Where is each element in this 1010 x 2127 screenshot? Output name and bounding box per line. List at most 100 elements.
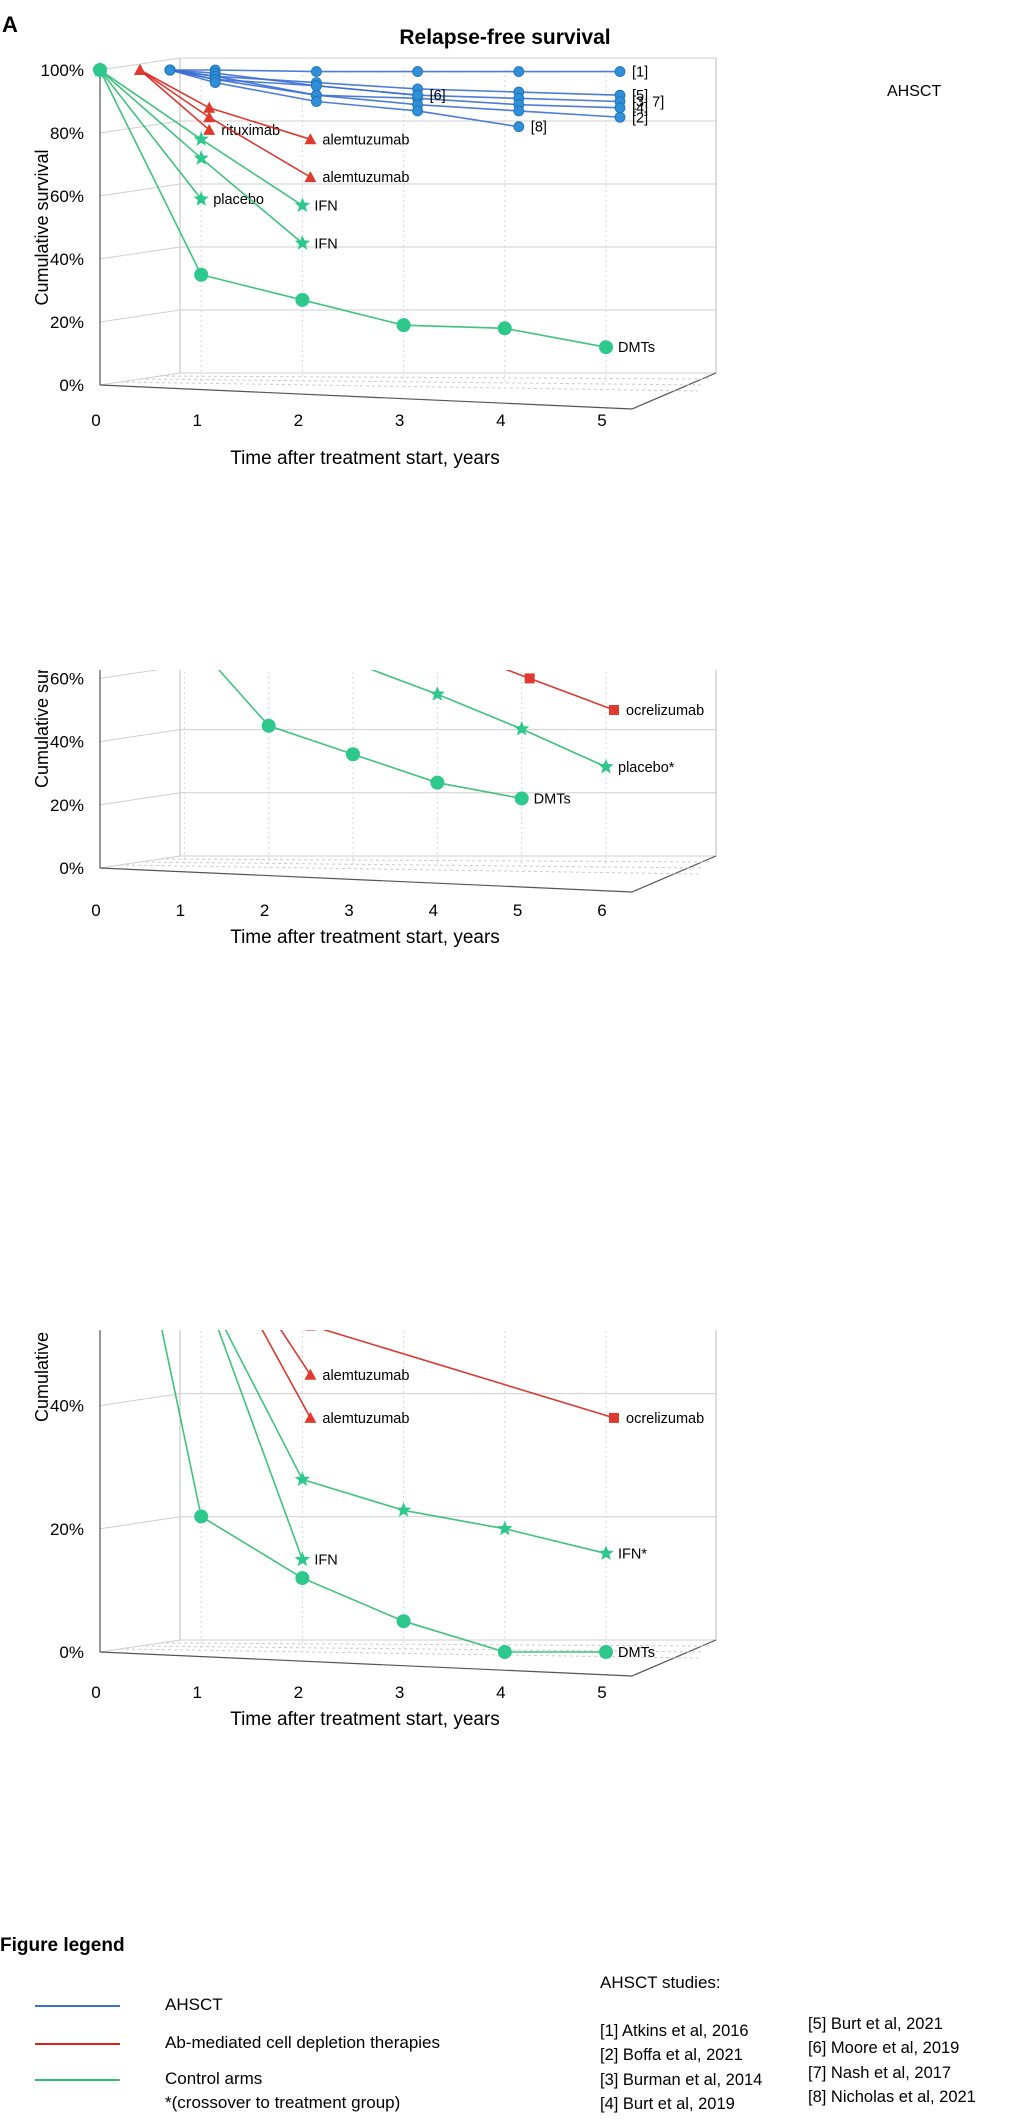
data-point-ahsct: [412, 66, 424, 77]
y-tick-label: 40%: [50, 250, 84, 269]
y-axis-title: Cumulative survival: [32, 1330, 52, 1422]
data-point-dmts: [194, 1509, 209, 1524]
x-tick-label: 3: [395, 411, 404, 430]
series-line-control: [217, 1330, 304, 1560]
study-6: [6] Moore et al, 2019: [808, 2039, 960, 2057]
data-point-control: [294, 197, 310, 212]
y-tick-label: 20%: [50, 1520, 84, 1539]
y-tick-label: 100%: [41, 61, 84, 80]
data-point-control: [429, 686, 445, 701]
series-line-control: [161, 1330, 606, 1653]
data-point-control: [396, 1502, 412, 1517]
floor-gridline: [119, 864, 699, 875]
back-wall: [179, 1330, 717, 1641]
study-1: [1] Atkins et al, 2016: [600, 2022, 749, 2040]
x-axis-title: Time after treatment start, years: [230, 448, 500, 469]
data-point-dmts: [346, 747, 360, 762]
data-point-ahsct: [513, 66, 525, 77]
x-tick-label: 2: [260, 901, 269, 920]
data-point-ahsct: [310, 96, 322, 107]
series-label: [1]: [632, 65, 648, 81]
series-line-control: [217, 670, 522, 800]
x-tick-label: 1: [192, 411, 201, 430]
depth-gridline: [99, 183, 181, 197]
study-5: [5] Burt et al, 2021: [808, 2015, 943, 2033]
study-3: [3] Burman et al, 2014: [600, 2071, 763, 2089]
data-point-antibody: [304, 1368, 317, 1380]
study-8: [8] Nicholas et al, 2021: [808, 2088, 976, 2106]
data-point-control: [598, 1545, 614, 1560]
series-line-ahsct: [170, 69, 620, 73]
x-axis-title: Time after treatment start, years: [230, 927, 500, 948]
depth-gridline: [99, 792, 181, 806]
series-label: rituximab: [221, 123, 280, 139]
study-2: [2] Boffa et al, 2021: [600, 2046, 743, 2064]
y-axis-title: Cumulative survival: [32, 670, 52, 788]
data-point-control: [193, 150, 209, 165]
x-tick-label: 0: [91, 1683, 100, 1702]
series-label: alemtuzumab: [322, 1368, 409, 1384]
data-point-antibody: [203, 111, 216, 123]
data-point-control: [294, 235, 310, 250]
data-point-dmts: [497, 1645, 512, 1659]
y-tick-label: 20%: [50, 313, 84, 332]
depth-gridline: [99, 120, 181, 134]
data-point-control: [514, 721, 530, 736]
data-point-antibody: [203, 101, 216, 113]
series-label: [4]: [632, 101, 648, 117]
x-tick-label: 4: [429, 901, 438, 920]
y-tick-label: 20%: [50, 796, 84, 815]
data-point-control: [193, 191, 209, 206]
study-7: [7] Nash et al, 2017: [808, 2064, 952, 2082]
x-tick-label: 5: [597, 1683, 606, 1702]
data-point-dmts: [599, 1645, 613, 1659]
data-point-dmts: [194, 267, 209, 282]
series-line-antibody: [261, 1330, 312, 1419]
legend-title: Figure legend: [0, 1935, 125, 1956]
chart-relapse-free-survival: A Relapse-free survival 0% 20% 40% 60% 80% 100%…: [2, 12, 941, 469]
y-tick-label: 0%: [59, 1643, 84, 1662]
x-tick-label: 3: [344, 901, 353, 920]
panel-a: A Relapse-free survival 0% 20% 40% 60% 80% 100%…: [0, 0, 1010, 470]
series-label: IFN: [314, 236, 337, 252]
depth-gridline: [99, 246, 181, 260]
chart-neda3-survival: CNEDA-3 survival0%20%40%60%80%100%012345…: [32, 1330, 717, 1730]
x-axis-title: Time after treatment start, years: [230, 1709, 500, 1730]
floor-front-edge: [99, 1651, 633, 1677]
floor-gridline: [159, 375, 711, 380]
data-point-ahsct: [513, 105, 525, 117]
data-point-ahsct: [614, 102, 626, 114]
series-line-ahsct: [169, 69, 621, 109]
data-point-control: [294, 1551, 310, 1567]
series-label: DMTs: [534, 791, 571, 807]
data-point-ahsct: [164, 64, 176, 76]
data-point-ahsct: [614, 111, 626, 123]
series-line-control: [224, 1330, 607, 1555]
data-point-control: [598, 758, 614, 774]
series-label: [3; 7]: [632, 95, 664, 111]
x-tick-label: 6: [597, 901, 606, 920]
series-line-antibody: [139, 69, 210, 131]
x-tick-label: 2: [294, 411, 303, 430]
series-label: placebo*: [618, 760, 675, 776]
series-line-ahsct: [169, 69, 621, 103]
floor-gridline: [139, 378, 705, 386]
series-label: ocrelizumab: [626, 1411, 704, 1427]
floor-gridline: [119, 381, 699, 392]
group-label-ahsct: AHSCT: [887, 83, 941, 100]
panel-letter: A: [2, 12, 18, 37]
data-point-control: [294, 1471, 310, 1486]
depth-gridline: [99, 670, 160, 679]
data-point-dmts: [295, 1571, 310, 1586]
data-point-dmts: [261, 718, 276, 733]
data-point-control: [497, 1520, 513, 1536]
series-label: alemtuzumab: [322, 170, 409, 186]
depth-gridline: [99, 1516, 181, 1530]
series-label: [8]: [531, 120, 547, 136]
data-point-dmts: [430, 775, 445, 790]
y-tick-label: 40%: [50, 733, 84, 752]
legend-sublabel-control: *(crossover to treatment group): [165, 2093, 401, 2112]
y-tick-label: 60%: [50, 670, 84, 688]
panel-c: CNEDA-3 survival0%20%40%60%80%100%012345…: [0, 1330, 1010, 1930]
depth-gridline: [99, 1393, 181, 1407]
